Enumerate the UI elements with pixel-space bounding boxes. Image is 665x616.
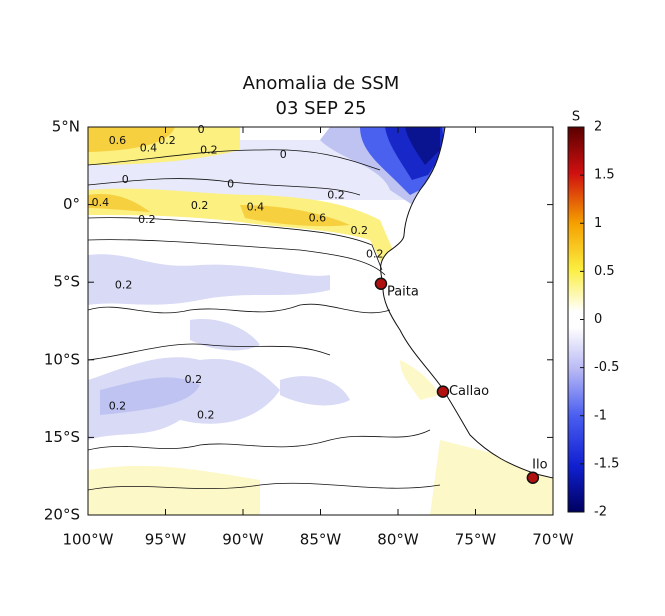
- contour-label: 0.6: [309, 212, 327, 225]
- contour-lines: [88, 149, 441, 491]
- x-tick-label: 75°W: [455, 531, 497, 549]
- positive-anomaly: [88, 127, 350, 227]
- contour-label: 0: [227, 177, 234, 190]
- contour-label: 0.2: [366, 247, 384, 260]
- y-tick-label: 0°: [63, 195, 80, 213]
- colorbar-tick-label: 2: [594, 120, 602, 135]
- contour-label: 0.2: [158, 134, 176, 147]
- contour-label: 0.2: [200, 143, 218, 156]
- place-marker: [436, 385, 450, 398]
- colorbar-tick-label: 0: [594, 312, 602, 327]
- place-marker: [526, 471, 540, 485]
- colorbar-tick-label: -1: [594, 408, 607, 423]
- contour-label: 0.2: [109, 399, 127, 412]
- contour-label: 0: [198, 123, 205, 136]
- contour-label: 0.2: [197, 409, 215, 422]
- contour-label: 0.2: [138, 213, 156, 226]
- colorbar-tick-label: 0.5: [594, 264, 615, 279]
- x-tick-label: 95°W: [145, 531, 187, 549]
- strong-negative: [360, 127, 448, 195]
- colorbar-tick-label: -2: [594, 505, 607, 520]
- colorbar-tick-label: 1.5: [594, 168, 615, 183]
- y-tick-label: 5°S: [53, 273, 80, 291]
- weak-positive: [88, 360, 553, 515]
- place-label: Ilo: [532, 457, 547, 472]
- colorbar-label: S: [572, 110, 580, 125]
- title-line: Anomalia de SSM: [243, 73, 400, 94]
- contour-label: 0.2: [115, 278, 133, 291]
- x-tick-label: 90°W: [222, 531, 264, 549]
- colorbar-tick-label: -1.5: [594, 456, 619, 471]
- contour-label: 0: [122, 173, 129, 186]
- y-tick-label: 15°S: [44, 428, 80, 446]
- contour-label: 0.6: [109, 134, 127, 147]
- contour-label: 0.2: [327, 188, 345, 201]
- land: [380, 127, 553, 479]
- y-tick-label: 10°S: [44, 350, 80, 368]
- contour-label: 0.2: [351, 224, 369, 237]
- contour-label: 0.4: [140, 142, 158, 155]
- x-tick-label: 100°W: [63, 531, 114, 549]
- contour-label: 0: [280, 148, 287, 161]
- place-marker: [374, 277, 388, 291]
- place-label: Callao: [449, 384, 489, 399]
- y-tick-label: 20°S: [44, 506, 80, 524]
- colorbar-tick-label: -0.5: [594, 360, 619, 375]
- place-label: Paita: [387, 284, 419, 299]
- colorbar-tick-label: 1: [594, 216, 602, 231]
- contour-label: 0.4: [92, 196, 110, 209]
- title-line: 03 SEP 25: [276, 98, 367, 119]
- x-tick-label: 85°W: [300, 531, 342, 549]
- x-tick-label: 80°W: [377, 531, 419, 549]
- map-field: [88, 127, 553, 515]
- y-tick-label: 5°N: [52, 118, 80, 136]
- x-tick-label: 70°W: [532, 531, 574, 549]
- contour-label: 0.4: [247, 201, 265, 214]
- contour-label: 0.2: [185, 373, 203, 386]
- contour-label: 0.2: [191, 199, 209, 212]
